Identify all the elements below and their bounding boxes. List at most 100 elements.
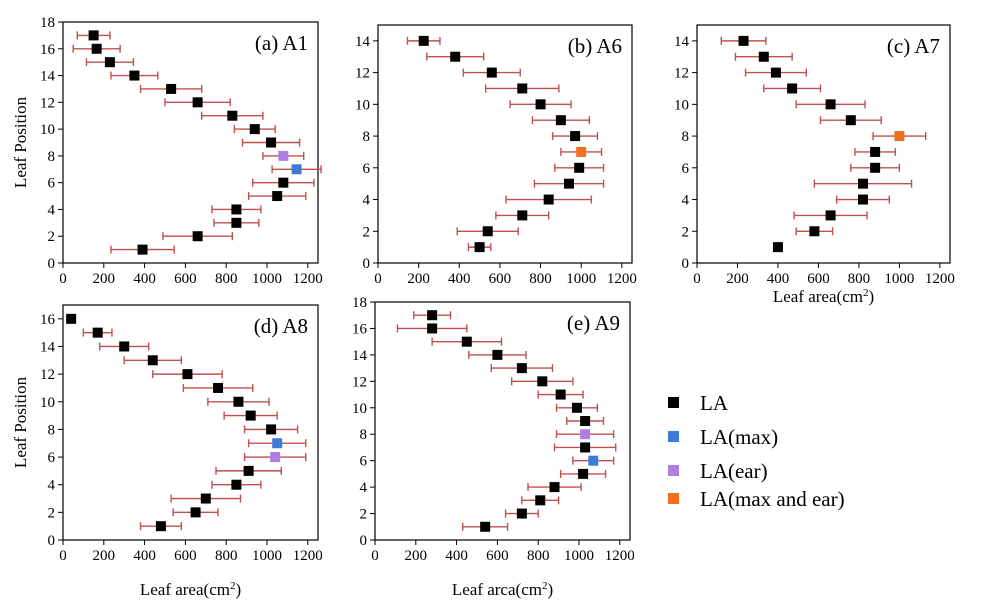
y-tick-label: 8 xyxy=(48,149,56,165)
data-point-la xyxy=(227,110,238,121)
data-point-la xyxy=(66,313,77,324)
x-tick-label: 600 xyxy=(489,271,512,287)
data-point-ear xyxy=(580,429,591,440)
x-tick-label: 800 xyxy=(215,271,238,287)
x-tick-label: 800 xyxy=(529,271,552,287)
data-point-la xyxy=(231,479,242,490)
x-axis-title: Leaf area(cm2) xyxy=(773,287,874,306)
data-point-la xyxy=(570,131,581,142)
data-point-la xyxy=(870,146,881,157)
data-point-la xyxy=(266,137,277,148)
panel-title: (a) A1 xyxy=(255,31,308,55)
y-tick-label: 8 xyxy=(682,129,690,145)
data-point-max xyxy=(291,164,302,175)
x-tick-label: 1000 xyxy=(252,271,282,287)
x-tick-label: 200 xyxy=(726,271,749,287)
x-tick-label: 400 xyxy=(133,271,156,287)
data-point-la xyxy=(182,369,193,380)
data-point-la xyxy=(574,162,585,173)
data-point-la xyxy=(492,349,503,360)
x-tick-label: 200 xyxy=(93,548,116,564)
data-point-la xyxy=(857,194,868,205)
chart-panel-2: 0 200 400 600 800 1000 1200 0 2 4 6 8 10 12 14 (c) A7 Le… xyxy=(674,24,955,306)
plot-frame xyxy=(62,21,319,264)
data-point-la xyxy=(580,416,591,426)
x-tick-label: 1000 xyxy=(566,271,596,287)
x-tick-label: 0 xyxy=(59,271,67,287)
y-tick-label: 14 xyxy=(40,339,56,355)
legend-label-la-max-and-ear: LA(max and ear) xyxy=(700,487,845,511)
y-tick-label: 12 xyxy=(352,374,367,390)
x-tick-label: 1200 xyxy=(925,271,955,287)
data-point-maxear xyxy=(894,131,905,142)
y-tick-label: 6 xyxy=(363,161,371,177)
data-point-la xyxy=(91,43,102,54)
y-tick-label: 6 xyxy=(360,454,368,470)
data-point-la xyxy=(758,51,769,62)
chart-panel-4: 0 200 400 600 800 1000 1200 0 2 4 6 8 10 12 14 16 18 (e) … xyxy=(352,295,635,599)
x-tick-label: 400 xyxy=(767,271,790,287)
y-tick-label: 14 xyxy=(40,69,56,85)
panel-title: (b) A6 xyxy=(568,34,622,58)
data-point-la xyxy=(88,30,99,41)
data-point-la xyxy=(166,83,177,94)
data-point-max xyxy=(588,455,599,466)
data-point-la xyxy=(243,465,254,476)
panel-title: (c) A7 xyxy=(887,34,940,58)
x-tick-label: 0 xyxy=(59,548,67,564)
data-point-la xyxy=(549,482,560,493)
chart-legend: LA LA(max) LA(ear) LA(max and ear) xyxy=(668,391,845,511)
x-tick-label: 200 xyxy=(407,271,430,287)
data-point-la xyxy=(233,396,244,407)
data-point-la xyxy=(137,244,148,255)
y-tick-label: 0 xyxy=(682,256,690,272)
chart-panel-3: 0 200 400 600 800 1000 1200 0 2 4 6 8 10 12 14 16 (d) A8… xyxy=(11,304,323,599)
data-point-la xyxy=(129,70,140,81)
x-tick-label: 800 xyxy=(527,548,550,564)
y-tick-label: 4 xyxy=(360,480,368,496)
legend-label-la-ear: LA(ear) xyxy=(700,459,768,483)
y-tick-label: 10 xyxy=(355,97,370,113)
data-point-la xyxy=(231,217,242,228)
data-point-la xyxy=(543,194,554,205)
data-point-la xyxy=(537,376,548,387)
data-point-la xyxy=(474,242,485,253)
y-tick-label: 8 xyxy=(363,129,371,145)
y-tick-label: 14 xyxy=(674,34,690,50)
x-tick-label: 1000 xyxy=(564,548,594,564)
y-tick-label: 12 xyxy=(40,95,55,111)
y-axis-title: Leaf Position xyxy=(11,96,30,188)
data-point-la xyxy=(845,115,856,126)
x-axis-title: Leaf area(cm2) xyxy=(140,580,241,599)
plot-frame xyxy=(377,24,633,264)
legend-marker-la-max xyxy=(668,431,679,442)
x-tick-label: 1200 xyxy=(293,548,323,564)
y-tick-label: 8 xyxy=(360,427,368,443)
data-point-la xyxy=(231,204,242,215)
y-tick-label: 0 xyxy=(363,256,371,272)
data-point-la xyxy=(461,336,472,347)
x-tick-label: 600 xyxy=(807,271,830,287)
data-point-maxear xyxy=(576,146,587,157)
x-tick-label: 800 xyxy=(848,271,871,287)
data-point-la xyxy=(772,242,783,253)
y-tick-label: 12 xyxy=(40,367,55,383)
data-point-la xyxy=(190,507,201,518)
data-point-la xyxy=(809,226,820,237)
data-point-la xyxy=(486,67,497,78)
y-tick-label: 16 xyxy=(40,42,56,58)
data-point-la xyxy=(104,57,115,68)
data-point-la xyxy=(516,363,527,374)
data-point-la xyxy=(266,424,277,435)
x-tick-label: 400 xyxy=(133,548,156,564)
y-tick-label: 8 xyxy=(48,422,56,438)
x-tick-label: 1000 xyxy=(252,548,282,564)
data-point-la xyxy=(825,99,836,110)
data-point-ear xyxy=(270,452,281,463)
x-tick-label: 200 xyxy=(93,271,116,287)
y-tick-label: 10 xyxy=(40,122,55,138)
y-tick-label: 18 xyxy=(40,15,55,31)
plot-frame xyxy=(62,304,319,541)
y-tick-label: 4 xyxy=(48,202,56,218)
data-point-la xyxy=(517,83,528,94)
